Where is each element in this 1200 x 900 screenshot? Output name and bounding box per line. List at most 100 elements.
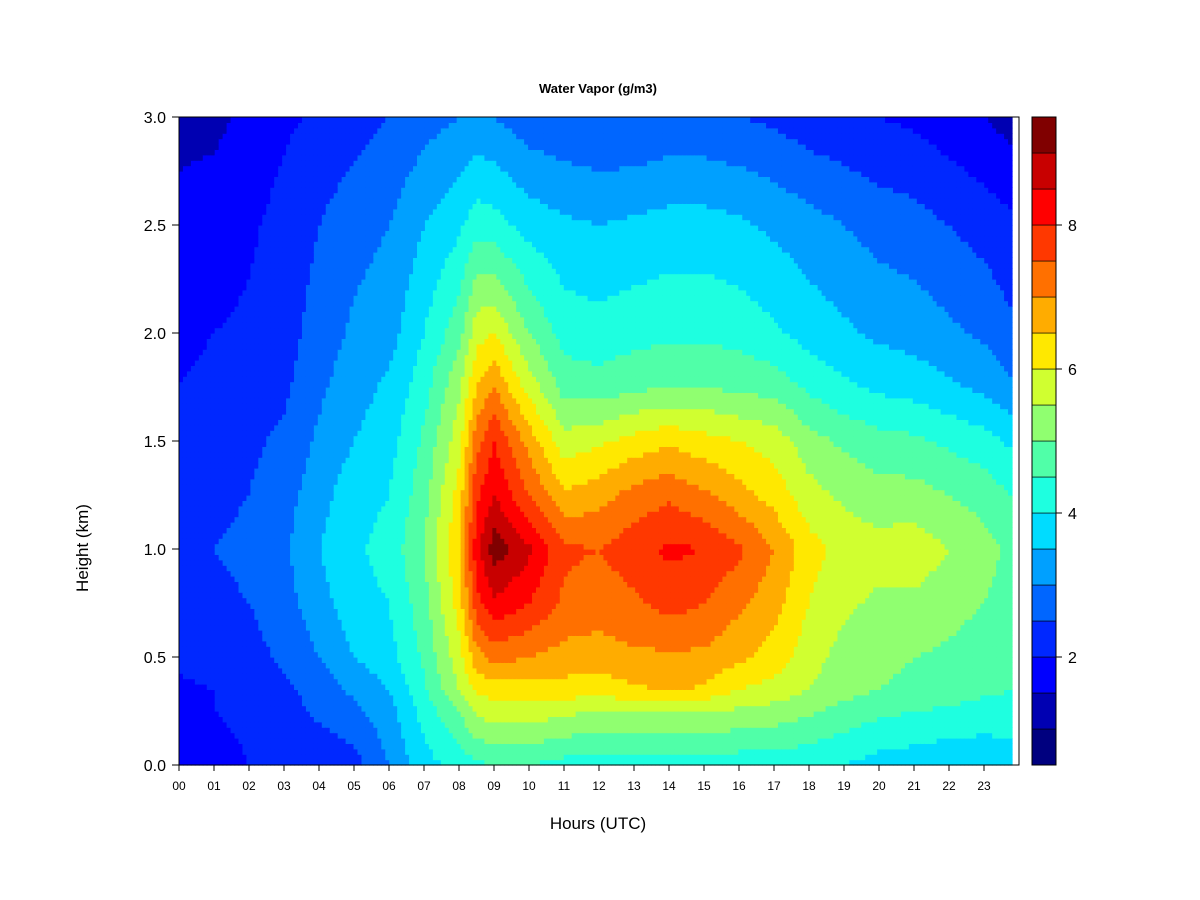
heatmap-cell	[191, 711, 196, 717]
heatmap-cell	[338, 506, 343, 512]
heatmap-cell	[270, 641, 275, 647]
heatmap-cell	[326, 122, 331, 128]
heatmap-cell	[254, 679, 259, 685]
heatmap-cell	[191, 133, 196, 139]
heatmap-cell	[227, 652, 232, 658]
heatmap-cell	[203, 187, 208, 193]
heatmap-cell	[310, 538, 315, 544]
heatmap-cell	[262, 230, 267, 236]
heatmap-cell	[183, 679, 188, 685]
heatmap-cell	[298, 544, 303, 550]
heatmap-cell	[258, 241, 263, 247]
heatmap-cell	[322, 349, 327, 355]
heatmap-cell	[266, 684, 271, 690]
heatmap-cell	[258, 608, 263, 614]
heatmap-cell	[270, 311, 275, 317]
heatmap-cell	[322, 684, 327, 690]
heatmap-cell	[286, 128, 291, 134]
heatmap-cell	[338, 403, 343, 409]
heatmap-cell	[338, 301, 343, 307]
heatmap-cell	[215, 295, 220, 301]
heatmap-cell	[290, 592, 295, 598]
heatmap-cell	[219, 581, 224, 587]
heatmap-cell	[310, 360, 315, 366]
heatmap-cell	[286, 457, 291, 463]
heatmap-cell	[302, 382, 307, 388]
heatmap-cell	[330, 274, 335, 280]
heatmap-cell	[191, 441, 196, 447]
heatmap-cell	[266, 263, 271, 269]
heatmap-cell	[246, 241, 251, 247]
heatmap-cell	[235, 166, 240, 172]
heatmap-cell	[326, 630, 331, 636]
heatmap-cell	[278, 382, 283, 388]
heatmap-cell	[318, 522, 323, 528]
heatmap-cell	[310, 311, 315, 317]
heatmap-cell	[219, 209, 224, 215]
heatmap-cell	[246, 452, 251, 458]
heatmap-cell	[306, 608, 311, 614]
heatmap-cell	[310, 500, 315, 506]
heatmap-cell	[302, 544, 307, 550]
heatmap-cell	[199, 711, 204, 717]
heatmap-cell	[187, 641, 192, 647]
heatmap-cell	[318, 376, 323, 382]
heatmap-cell	[278, 738, 283, 744]
heatmap-cell	[179, 392, 184, 398]
heatmap-cell	[246, 409, 251, 415]
heatmap-cell	[262, 603, 267, 609]
heatmap-cell	[215, 754, 220, 760]
heatmap-cell	[258, 565, 263, 571]
heatmap-cell	[274, 679, 279, 685]
heatmap-cell	[223, 301, 228, 307]
heatmap-cell	[278, 630, 283, 636]
heatmap-cell	[314, 220, 319, 226]
heatmap-cell	[235, 117, 240, 123]
heatmap-cell	[306, 376, 311, 382]
heatmap-cell	[227, 473, 232, 479]
heatmap-cell	[286, 754, 291, 760]
heatmap-cell	[290, 230, 295, 236]
heatmap-cell	[286, 598, 291, 604]
heatmap-cell	[246, 290, 251, 296]
heatmap-cell	[258, 290, 263, 296]
heatmap-cell	[266, 603, 271, 609]
heatmap-cell	[286, 274, 291, 280]
heatmap-cell	[326, 257, 331, 263]
heatmap-cell	[211, 295, 216, 301]
heatmap-cell	[318, 247, 323, 253]
heatmap-cell	[270, 209, 275, 215]
heatmap-cell	[318, 338, 323, 344]
heatmap-cell	[294, 284, 299, 290]
heatmap-cell	[286, 571, 291, 577]
heatmap-cell	[318, 425, 323, 431]
heatmap-cell	[183, 290, 188, 296]
heatmap-cell	[195, 155, 200, 161]
heatmap-cell	[179, 738, 184, 744]
heatmap-cell	[278, 457, 283, 463]
heatmap-cell	[223, 716, 228, 722]
heatmap-cell	[322, 333, 327, 339]
heatmap-cell	[326, 581, 331, 587]
heatmap-cell	[235, 349, 240, 355]
heatmap-cell	[278, 598, 283, 604]
heatmap-cell	[231, 738, 236, 744]
heatmap-cell	[338, 317, 343, 323]
heatmap-cell	[195, 500, 200, 506]
heatmap-cell	[298, 360, 303, 366]
heatmap-cell	[262, 295, 267, 301]
heatmap-cell	[242, 182, 247, 188]
heatmap-cell	[326, 441, 331, 447]
heatmap-cell	[326, 457, 331, 463]
heatmap-cell	[262, 581, 267, 587]
heatmap-cell	[211, 619, 216, 625]
heatmap-cell	[322, 430, 327, 436]
heatmap-cell	[203, 689, 208, 695]
heatmap-cell	[246, 436, 251, 442]
heatmap-cell	[195, 436, 200, 442]
heatmap-cell	[179, 668, 184, 674]
heatmap-cell	[310, 403, 315, 409]
heatmap-cell	[250, 473, 255, 479]
heatmap-cell	[290, 695, 295, 701]
heatmap-cell	[318, 214, 323, 220]
